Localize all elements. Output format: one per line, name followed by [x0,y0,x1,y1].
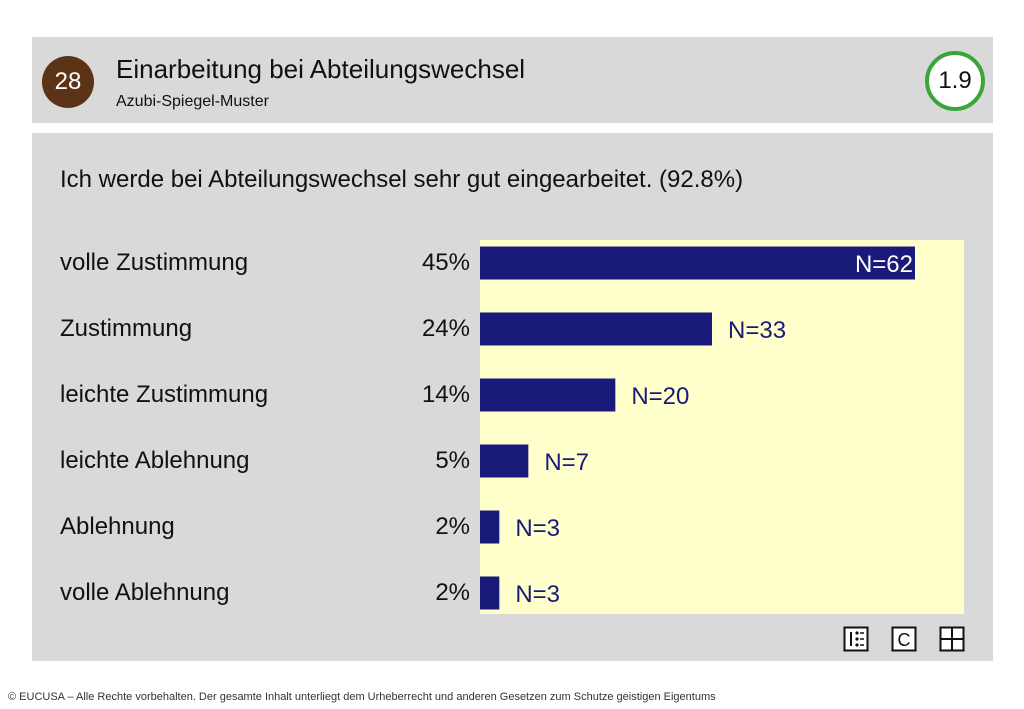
row-label-volle-ablehnung: volle Ablehnung [60,579,230,606]
row-percent-ablehnung: 2% [435,513,470,540]
page-title: Einarbeitung bei Abteilungswechsel [116,54,526,84]
bar-label-4: N=3 [515,515,560,542]
bar-3 [480,444,529,478]
row-percent-volle-zustimmung: 45% [421,249,470,276]
bar-label-1: N=33 [728,317,786,344]
bar-0 [480,246,915,280]
slide-number-badge: 28 [42,56,94,108]
bar-chart: N=62 N=33 N=20 N=7 N=3 N=3 [480,240,964,614]
bar-label-0: N=62 [855,251,913,278]
bar-label-2: N=20 [631,383,689,410]
row-label-leichte-ablehnung: leichte Ablehnung [60,447,250,474]
copyright-footer: © EUCUSA – Alle Rechte vorbehalten. Der … [8,691,716,703]
bar-label-3: N=7 [544,449,589,476]
list-icon[interactable] [843,626,869,657]
bar-4 [480,510,500,544]
c-icon-label: C [898,630,911,650]
c-icon[interactable]: C [891,626,917,657]
row-label-zustimmung: Zustimmung [60,315,193,342]
question-text: Ich werde bei Abteilungswechsel sehr gut… [60,166,744,193]
row-percent-leichte-zustimmung: 14% [421,381,470,408]
row-percent-leichte-ablehnung: 5% [435,447,470,474]
bar-2 [480,378,616,412]
score-badge: 1.9 [925,51,985,111]
page-subtitle: Azubi-Spiegel-Muster [116,93,269,110]
bar-label-5: N=3 [515,581,560,608]
grid-icon[interactable] [939,626,965,657]
row-percent-volle-ablehnung: 2% [435,579,470,606]
row-label-volle-zustimmung: volle Zustimmung [60,249,249,276]
header-bar [32,37,993,123]
bar-5 [480,576,500,610]
chart-plot-area [480,240,964,614]
row-label-ablehnung: Ablehnung [60,513,175,540]
row-percent-zustimmung: 24% [421,315,470,342]
row-label-leichte-zustimmung: leichte Zustimmung [60,381,269,408]
bar-1 [480,312,712,346]
